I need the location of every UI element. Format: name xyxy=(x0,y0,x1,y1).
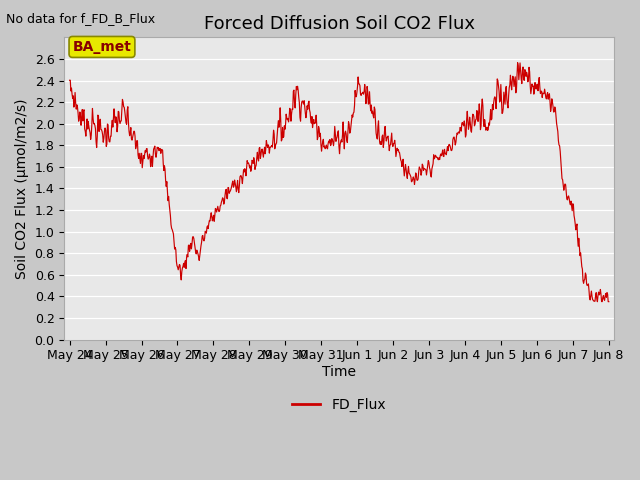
Text: BA_met: BA_met xyxy=(72,40,131,54)
Title: Forced Diffusion Soil CO2 Flux: Forced Diffusion Soil CO2 Flux xyxy=(204,15,475,33)
Text: No data for f_FD_B_Flux: No data for f_FD_B_Flux xyxy=(6,12,156,25)
Legend: FD_Flux: FD_Flux xyxy=(287,392,392,418)
Y-axis label: Soil CO2 Flux (μmol/m2/s): Soil CO2 Flux (μmol/m2/s) xyxy=(15,98,29,279)
X-axis label: Time: Time xyxy=(322,365,356,379)
